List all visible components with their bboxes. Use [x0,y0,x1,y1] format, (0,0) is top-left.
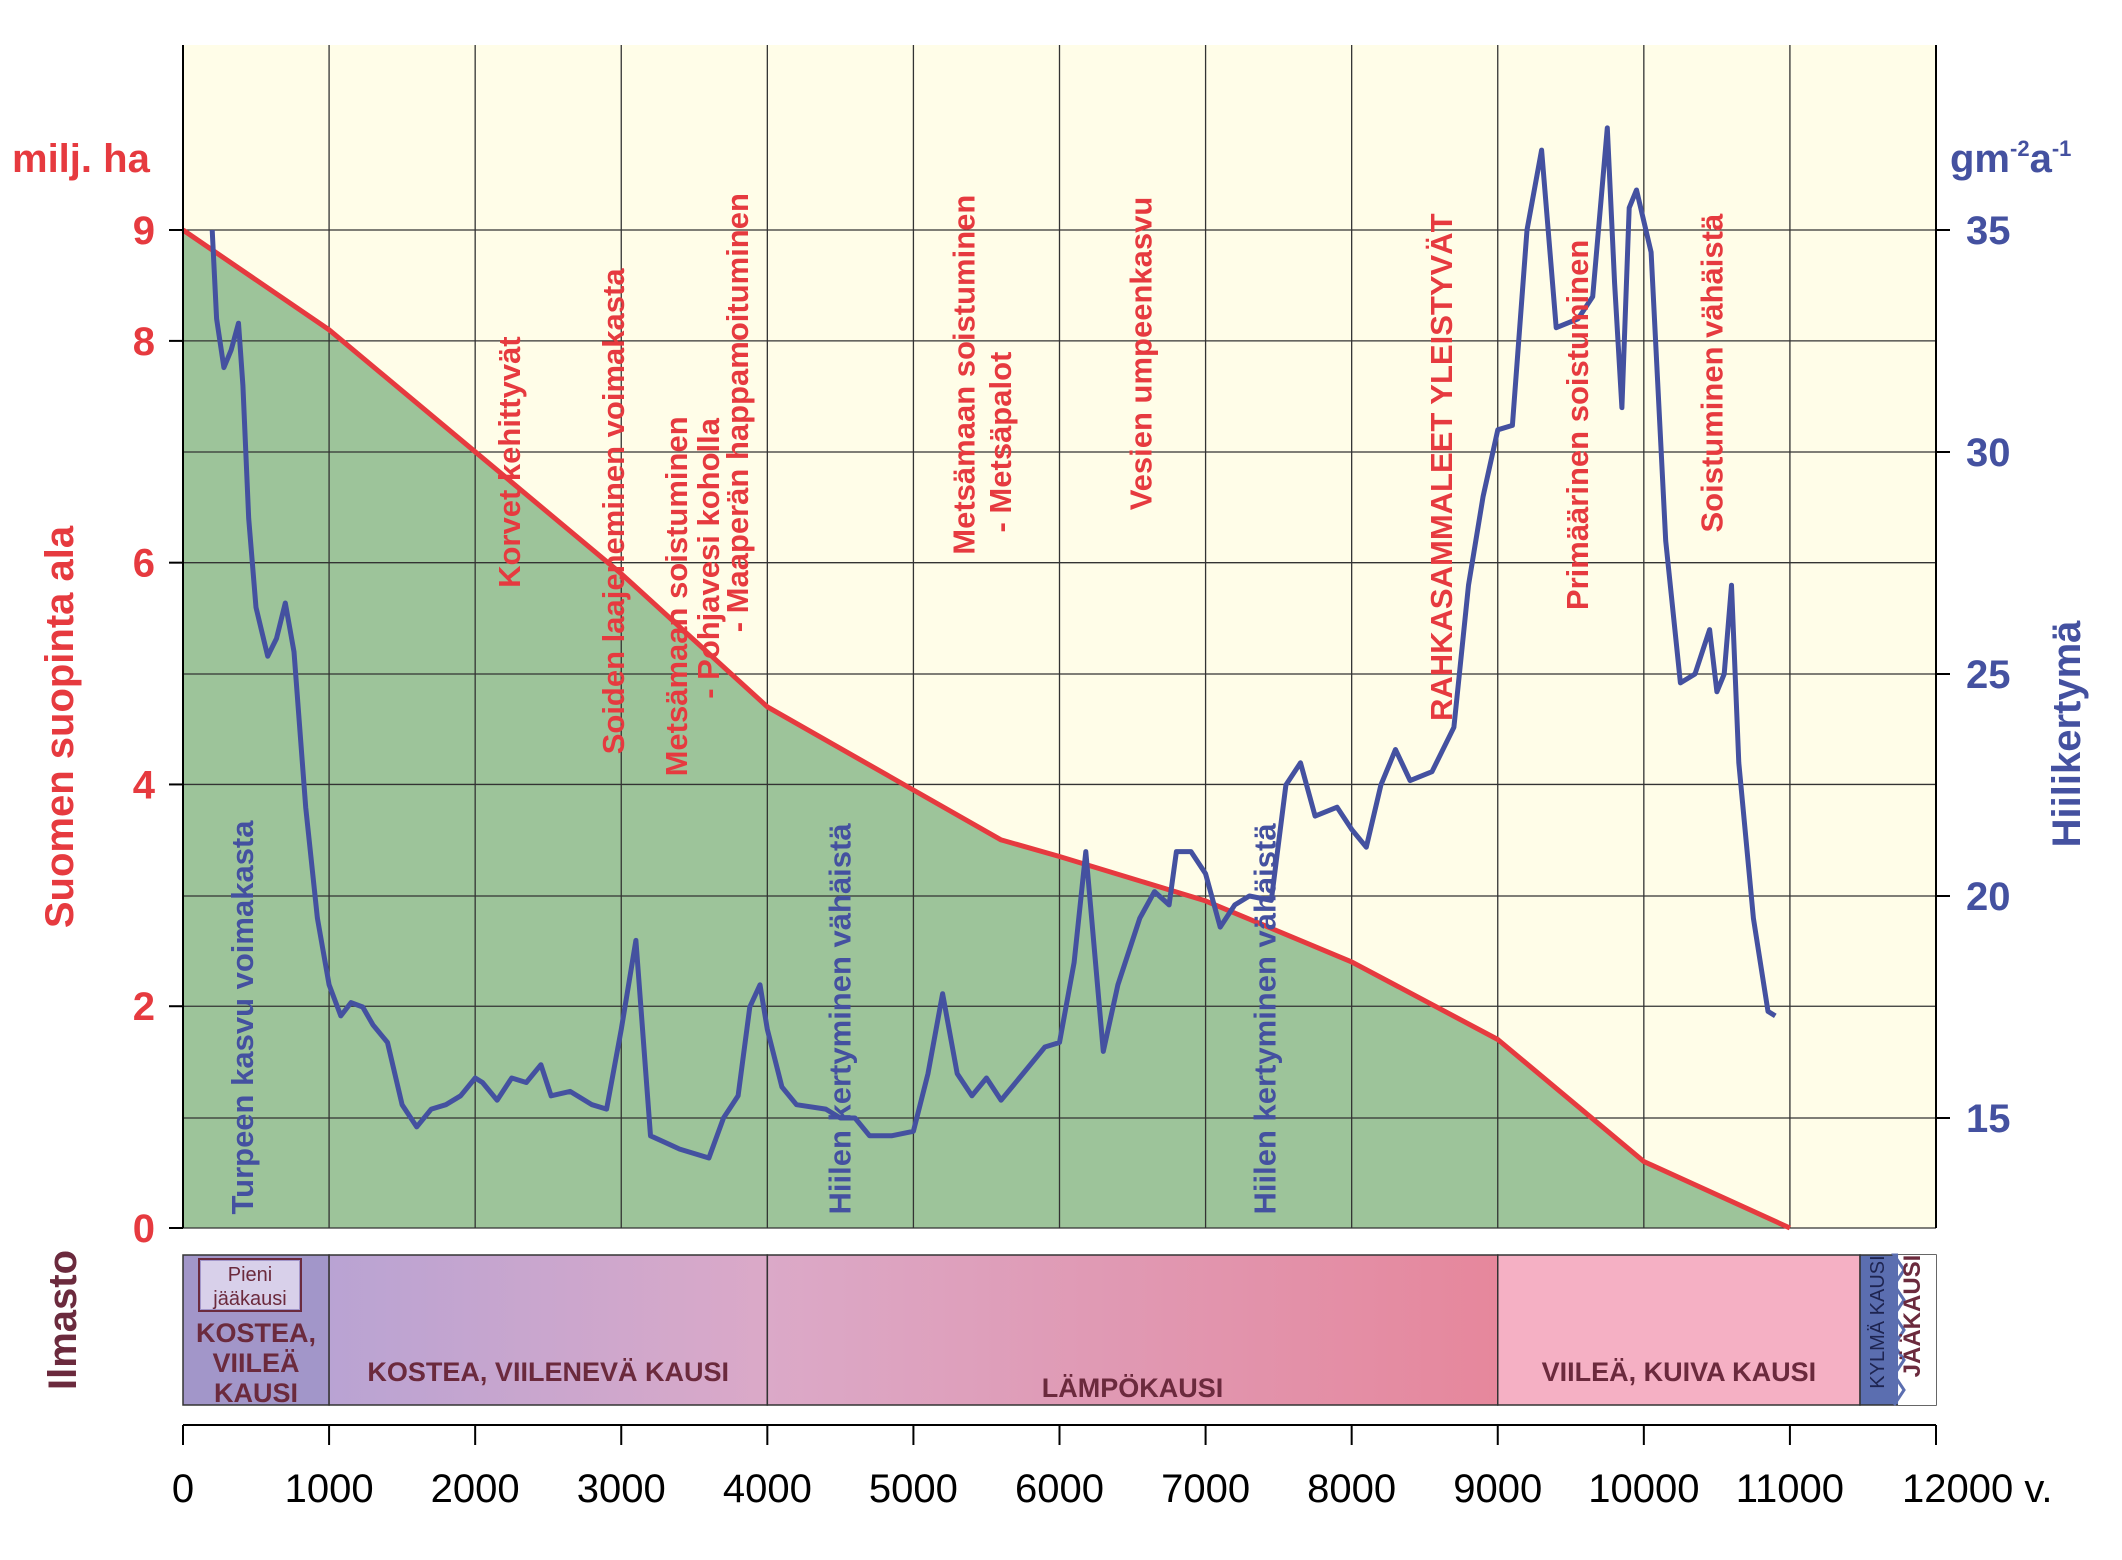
left-tick-label: 8 [133,320,155,364]
annotation-label: - Maaperän happamoituminen [720,193,755,632]
left-axis-unit: milj. ha [12,137,151,181]
right-tick-label: 20 [1966,875,2011,919]
x-tick-label: 7000 [1161,1467,1250,1511]
x-tick-label: 1000 [285,1467,374,1511]
annotation-label: Metsämaan soistuminen [659,416,694,776]
left-axis-title: Suomen suopinta ala [38,525,82,928]
climate-segment [766,1254,1499,1406]
annotation-label: Korvet kehittyvät [492,336,527,588]
climate-segment-label: KOSTEA, VIILENEVÄ KAUSI [367,1357,729,1387]
right-tick-label: 25 [1966,653,2011,697]
x-tick-label: 11000 [1736,1467,1844,1511]
x-tick-label: 0 [172,1467,194,1511]
annotation-label: Turpeen kasvu voimakasta [225,820,260,1215]
right-axis-unit: gm-2a-1 [1950,136,2071,181]
left-axis-ticks: 0 2 4 6 8 9 [133,209,183,1251]
annotation-label: Hiilen kertyminen vähäistä [822,823,857,1215]
peatland-area-line [181,227,1791,1231]
climate-segment-label: VIILEÄ, KUIVA KAUSI [1542,1357,1817,1387]
annotation-label: Vesien umpeenkasvu [1123,197,1158,511]
left-tick-label: 4 [133,763,156,807]
x-tick-label: 3000 [577,1467,666,1511]
x-tick-label: 2000 [431,1467,520,1511]
annotation-label: - Metsäpalot [983,352,1018,533]
carbon-accumulation-line [209,125,1777,1161]
annotation-label: Soiden laajeneminen voimakasta [596,268,631,755]
x-axis-ticks: 0 1000 2000 3000 4000 5000 6000 7000 8000 9000 100… [172,1425,2053,1511]
left-tick-label: 0 [133,1207,155,1251]
x-tick-label: 8000 [1307,1467,1396,1511]
little-ice-age-text: jääkausi [212,1288,286,1310]
annotation-label: Primäärinen soistuminen [1560,240,1595,610]
right-tick-label: 15 [1966,1097,2011,1141]
right-axis-title: Hiilikertymä [2045,620,2089,848]
right-axis-ticks: 15 20 25 30 35 [1936,209,2011,1141]
annotations: Korvet kehittyvät Soiden laajeneminen voi… [225,193,1730,1214]
climate-segment-label: KYLMÄ KAUSI [1867,1255,1889,1388]
climate-segment-label: VIILEÄ [213,1348,300,1378]
ice-boundary [1891,1253,1906,1406]
climate-segment [1497,1254,1861,1406]
peatland-area-fill [183,230,1790,1228]
annotation-label: Metsämaan soistuminen [947,195,982,555]
x-tick-label: 6000 [1015,1467,1104,1511]
little-ice-age-text: Pieni [228,1264,272,1286]
right-tick-label: 35 [1966,209,2011,253]
climate-segment [328,1254,769,1406]
grid-lines [183,45,1936,1229]
climate-segment-label: JÄÄKAUSI [1899,1255,1926,1378]
climate-segment-label: KOSTEA, [196,1318,316,1348]
annotation-label: Hiilen kertyminen vähäistä [1248,823,1283,1215]
climate-segment-label: KAUSI [214,1378,298,1408]
climate-label: Ilmasto [41,1250,85,1390]
annotation-label: - Pohjavesi koholla [691,417,726,699]
left-tick-label: 2 [133,985,155,1029]
x-tick-label: 10000 [1588,1467,1699,1511]
climate-segment-label: LÄMPÖKAUSI [1042,1373,1224,1403]
annotation-label: RAHKASAMMALEET YLEISTYVÄT [1424,213,1459,721]
left-tick-label: 9 [133,209,155,253]
little-ice-age-box [198,1258,302,1312]
x-tick-label: 5000 [869,1467,958,1511]
annotation-label: Soistuminen vähäistä [1695,213,1730,532]
little-ice-age-fill [201,1261,299,1309]
left-tick-label: 6 [133,542,155,586]
x-tick-label: 4000 [723,1467,812,1511]
x-tick-label: 12000 v. [1902,1467,2053,1511]
right-tick-label: 30 [1966,431,2011,475]
x-tick-label: 9000 [1453,1467,1542,1511]
